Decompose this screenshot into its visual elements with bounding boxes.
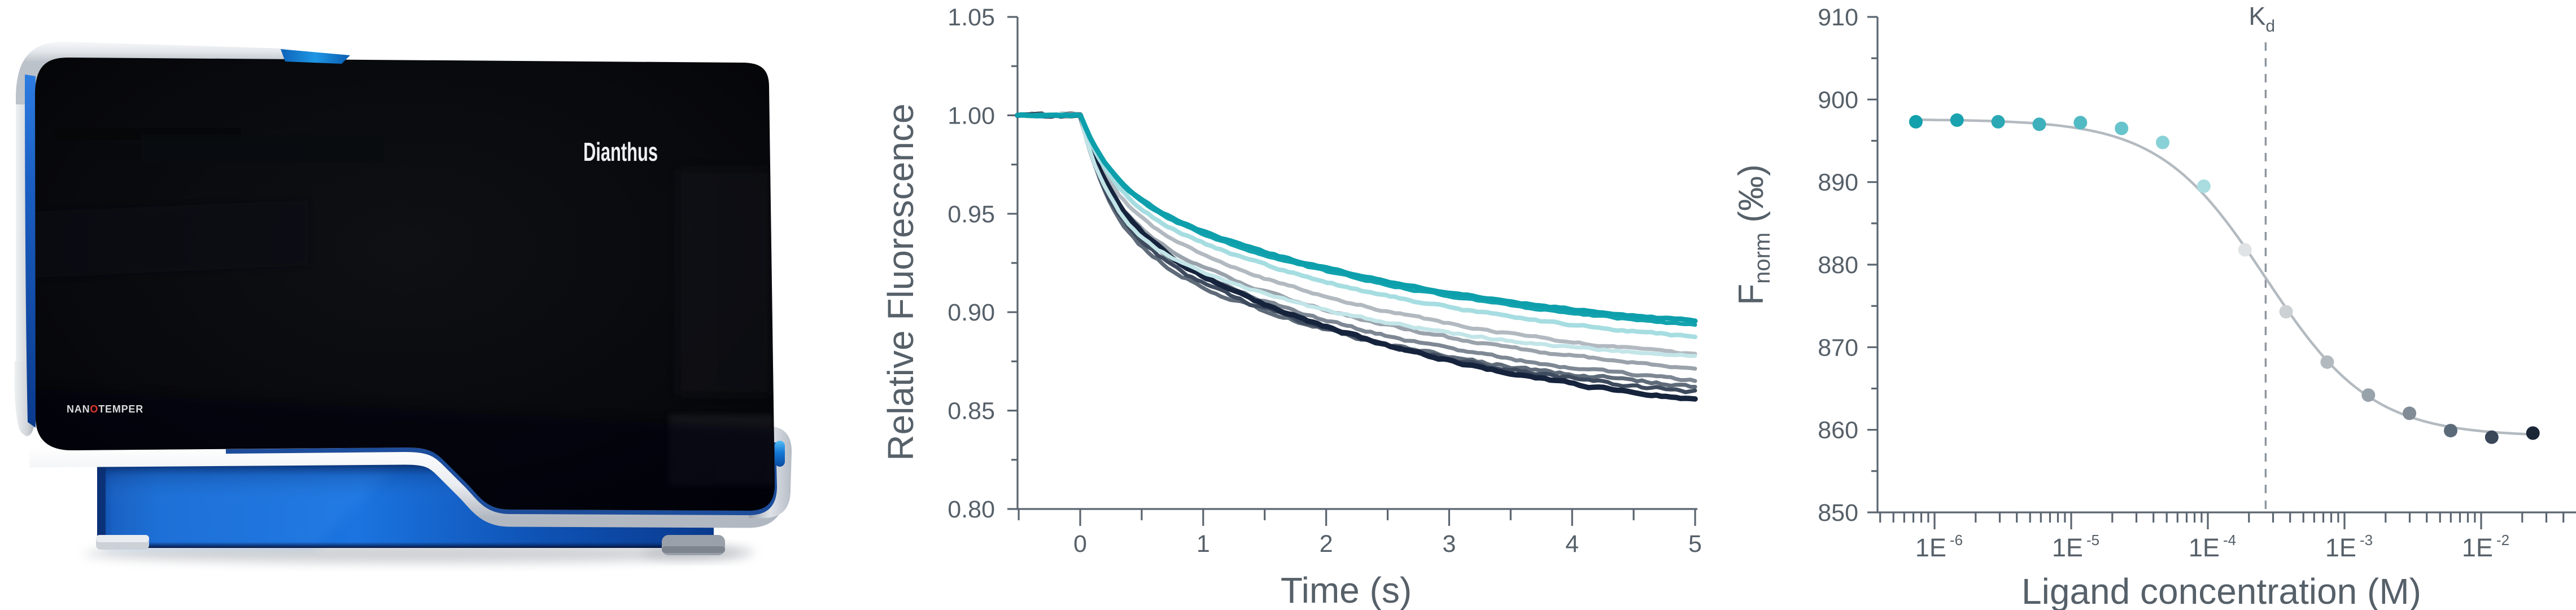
svg-text:0: 0 [1073, 530, 1087, 558]
svg-text:5: 5 [1688, 530, 1702, 558]
svg-text:1: 1 [1197, 530, 1210, 558]
svg-text:870: 870 [1818, 334, 1858, 361]
svg-text:890: 890 [1818, 169, 1858, 196]
svg-text:850: 850 [1818, 499, 1858, 526]
svg-text:0.90: 0.90 [948, 299, 995, 326]
svg-text:0.80: 0.80 [948, 496, 995, 523]
svg-text:910: 910 [1818, 4, 1858, 31]
svg-text:Time (s): Time (s) [1281, 570, 1412, 610]
svg-text:4: 4 [1565, 530, 1579, 558]
svg-text:1E-6: 1E -6 [1915, 532, 1963, 562]
svg-text:900: 900 [1818, 86, 1858, 113]
svg-text:2: 2 [1320, 530, 1333, 558]
svg-text:3: 3 [1442, 530, 1456, 558]
svg-text:0.85: 0.85 [948, 398, 995, 425]
svg-text:1.00: 1.00 [948, 102, 995, 129]
svg-text:880: 880 [1818, 252, 1858, 279]
svg-text:1.05: 1.05 [948, 4, 995, 31]
svg-text:Ligand concentration (M): Ligand concentration (M) [2021, 571, 2421, 610]
svg-text:0.95: 0.95 [948, 201, 995, 228]
svg-text:NANOTEMPER: NANOTEMPER [67, 403, 143, 415]
svg-text:Relative Fluorescence: Relative Fluorescence [880, 103, 921, 460]
svg-text:860: 860 [1818, 417, 1858, 444]
svg-text:Dianthus: Dianthus [583, 137, 658, 166]
